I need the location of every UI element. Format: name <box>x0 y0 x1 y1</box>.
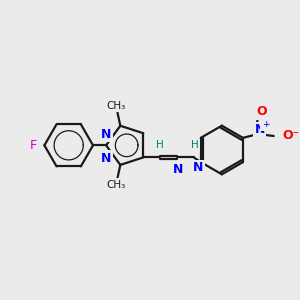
Text: N: N <box>193 161 203 174</box>
Text: H: H <box>156 140 164 150</box>
Text: CH₃: CH₃ <box>106 101 125 111</box>
Text: N: N <box>101 152 111 165</box>
Text: N: N <box>190 163 200 176</box>
Text: N: N <box>254 123 265 136</box>
Text: O: O <box>256 105 267 118</box>
Text: +: + <box>262 120 269 129</box>
Text: O⁻: O⁻ <box>282 128 299 142</box>
Text: F: F <box>30 139 37 152</box>
Text: CH₃: CH₃ <box>106 179 125 190</box>
Text: N: N <box>173 163 183 176</box>
Text: H: H <box>191 140 199 150</box>
Text: N: N <box>101 128 111 141</box>
